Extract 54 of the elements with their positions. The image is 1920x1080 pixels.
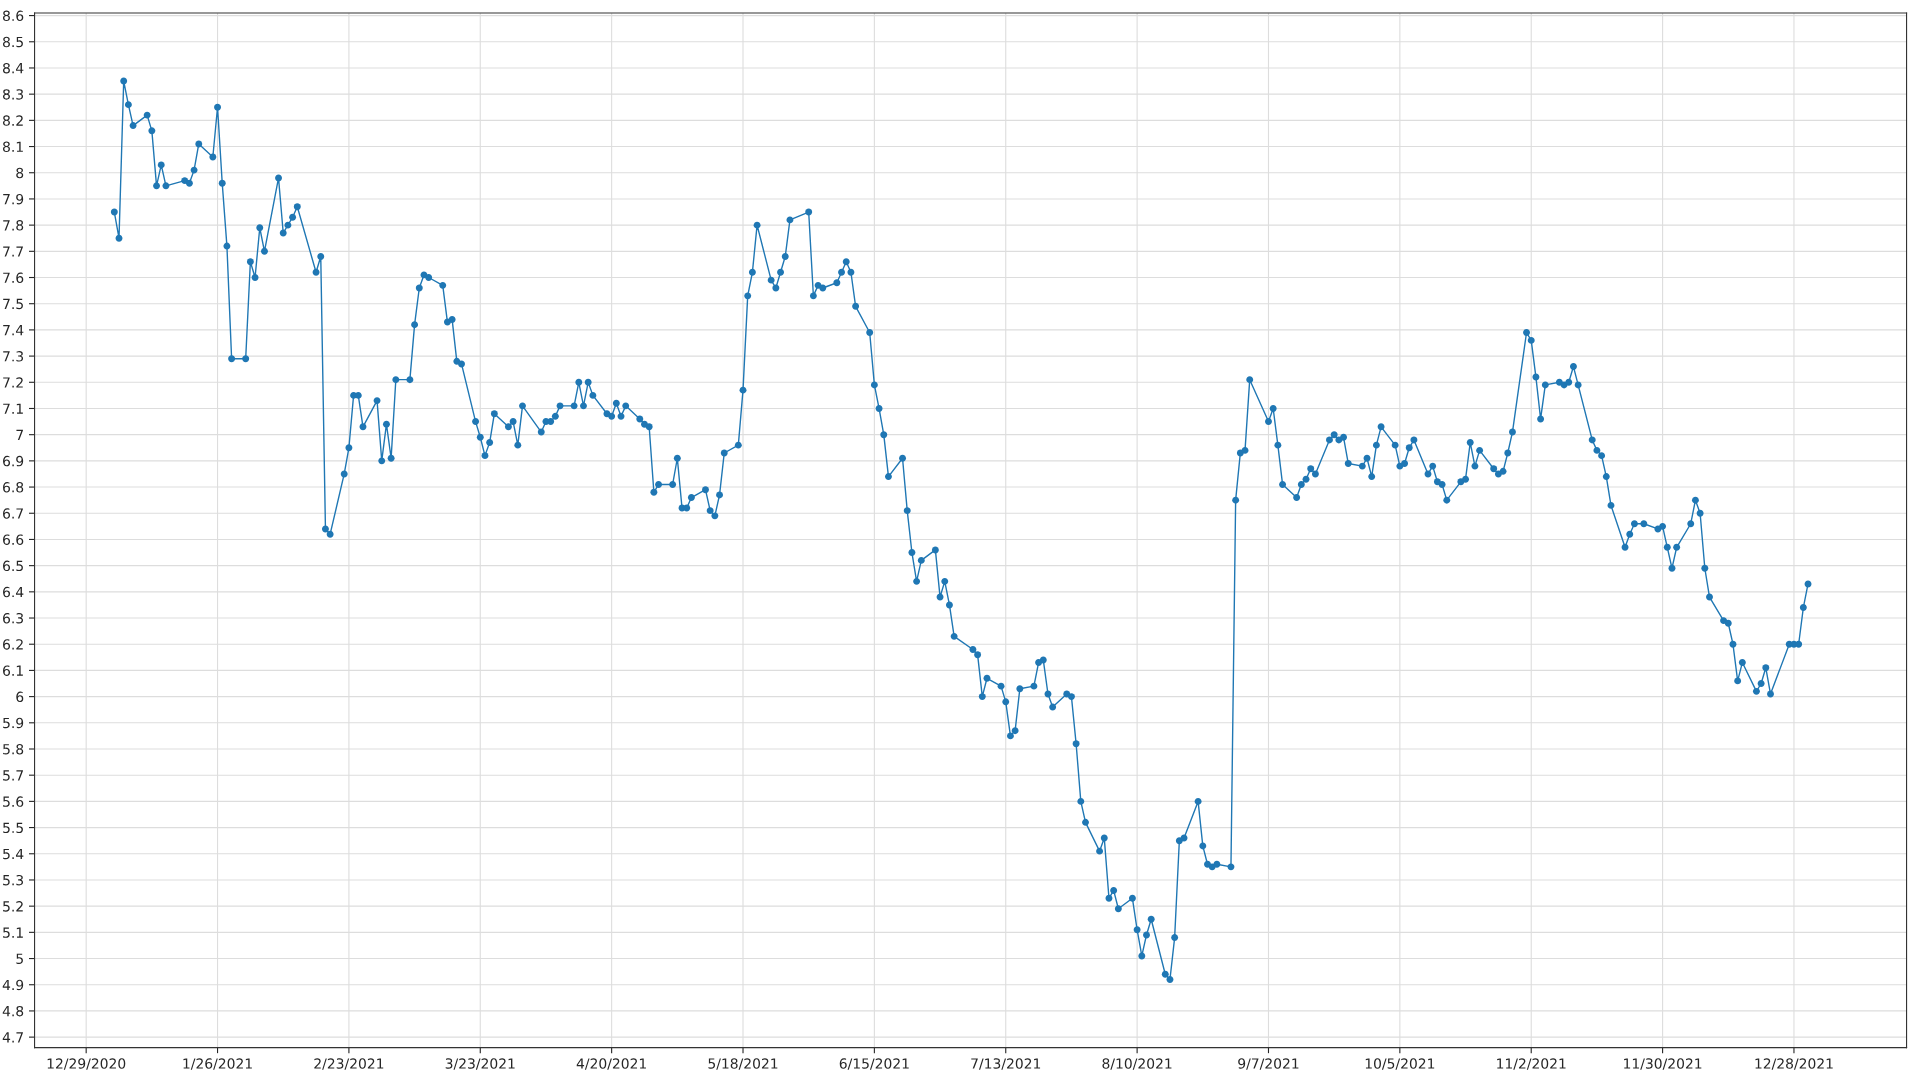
y-tick-label: 6.5: [3, 560, 23, 572]
y-tick-label: 7.7: [3, 246, 23, 257]
y-tick-label: 5: [16, 953, 23, 965]
y-tick-label: 5.3: [3, 874, 24, 886]
y-tick-label: 7.1: [3, 403, 23, 414]
y-tick-label: 8.6: [3, 10, 24, 22]
y-tick-label: 4.8: [2, 1005, 24, 1017]
y-tick-label: 8.4: [3, 62, 24, 74]
y-tick-label: 8.5: [3, 36, 23, 48]
x-tick-label: 9/7/2021: [1238, 1058, 1299, 1070]
y-tick-label: 6.1: [3, 665, 23, 676]
y-tick-label: 8.3: [3, 89, 24, 100]
y-tick-label: 4.9: [2, 979, 24, 991]
y-tick-label: 8: [16, 167, 24, 179]
y-tick-label: 6.8: [3, 482, 24, 493]
y-tick-label: 7.6: [3, 272, 24, 283]
x-tick-label: 11/30/2021: [1624, 1058, 1702, 1070]
y-tick-label: 6.4: [3, 586, 24, 598]
y-tick-label: 7.2: [3, 377, 23, 388]
x-tick-label: 6/15/2021: [839, 1058, 909, 1070]
y-tick-label: 6: [16, 691, 24, 703]
x-tick-label: 11/2/2021: [1497, 1058, 1566, 1070]
y-tick-label: 7.9: [3, 193, 24, 205]
y-tick-label: 5.8: [3, 743, 24, 755]
x-tick-label: 10/5/2021: [1365, 1058, 1435, 1070]
y-tick-label: 5.9: [3, 717, 24, 729]
y-tick-label: 5.6: [3, 796, 24, 807]
y-tick-label: 7.4: [3, 325, 24, 336]
y-tick-label: 8.1: [3, 141, 23, 153]
x-tick-label: 2/23/2021: [314, 1058, 384, 1070]
y-tick-label: 6.7: [3, 508, 23, 519]
y-tick-label: 4.7: [2, 1032, 23, 1043]
x-tick-label: 12/28/2021: [1755, 1058, 1833, 1070]
y-tick-label: 7.8: [3, 220, 24, 231]
y-tick-label: 7.3: [3, 351, 24, 362]
y-tick-label: 6.2: [3, 639, 23, 650]
y-tick-label: 6.9: [3, 455, 24, 467]
y-tick-label: 5.2: [3, 901, 23, 912]
x-tick-label: 7/13/2021: [971, 1058, 1041, 1070]
x-tick-label: 12/29/2020: [47, 1058, 126, 1070]
y-tick-label: 5.4: [3, 848, 24, 860]
y-tick-label: 5.1: [3, 927, 23, 938]
x-tick-label: 8/10/2021: [1102, 1058, 1172, 1070]
x-tick-label: 3/23/2021: [445, 1058, 515, 1070]
y-tick-label: 5.5: [3, 822, 23, 834]
x-tick-label: 4/20/2021: [576, 1058, 646, 1070]
x-tick-label: 5/18/2021: [708, 1058, 778, 1070]
y-tick-label: 6.3: [3, 613, 24, 624]
y-tick-label: 5.7: [3, 770, 23, 781]
y-tick-label: 8.2: [3, 115, 23, 126]
y-tick-label: 7: [16, 429, 23, 440]
x-tick-label: 1/26/2021: [183, 1058, 252, 1070]
y-tick-label: 7.5: [3, 298, 23, 310]
y-tick-label: 6.6: [3, 534, 24, 545]
